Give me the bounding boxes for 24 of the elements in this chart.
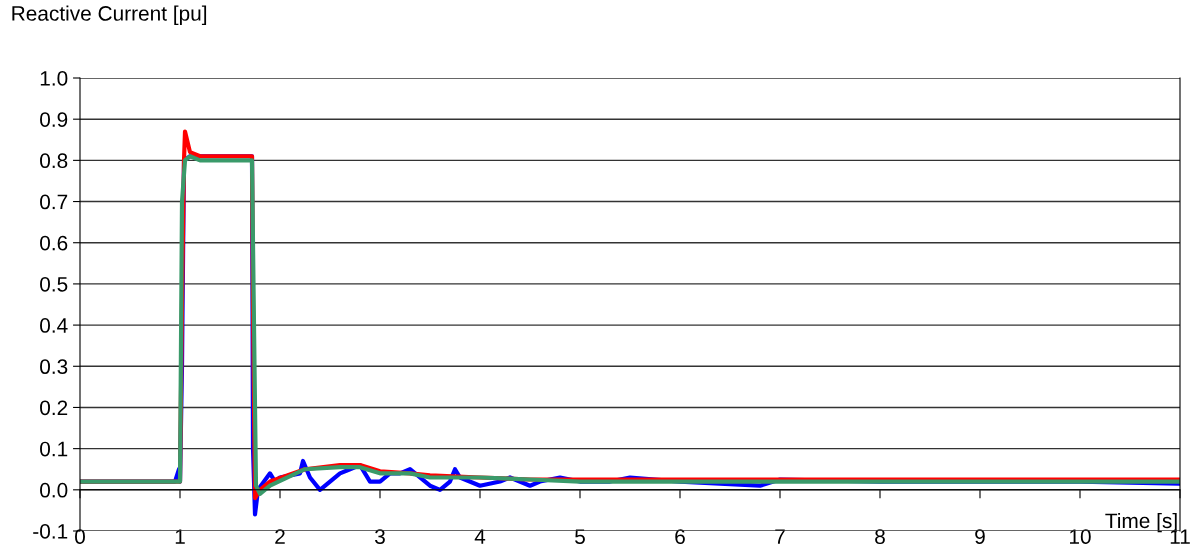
y-tick-label: 0.5: [40, 276, 68, 292]
x-tick-label: 0: [75, 529, 85, 544]
y-tick-label: 1.0: [40, 71, 68, 86]
y-tick-label: 0.4: [40, 318, 68, 333]
x-tick-label: 10: [1070, 529, 1091, 544]
y-tick-label: 0.2: [40, 400, 68, 416]
y-tick-label: 0.3: [40, 359, 68, 375]
x-tick-label: 2: [275, 529, 285, 544]
x-tick-label: 4: [474, 529, 486, 544]
x-tick-label: 9: [975, 529, 985, 544]
y-tick-label: 0.0: [40, 482, 68, 498]
y-tick-label: 0.8: [40, 153, 68, 169]
y-tick-label: 0.1: [40, 441, 68, 457]
y-tick-label: -0.1: [33, 524, 68, 539]
x-tick-label: 5: [575, 529, 585, 544]
y-tick-label: 0.9: [40, 112, 68, 127]
x-tick-label: 1: [175, 529, 185, 544]
x-tick-label: 7: [775, 529, 785, 544]
y-tick-label: 0.7: [40, 194, 68, 210]
x-tick-label: 3: [375, 529, 385, 544]
y-tick-label: 0.6: [40, 235, 68, 251]
x-tick-label: 8: [875, 529, 885, 544]
y-axis-title: Reactive Current [pu]: [12, 5, 207, 25]
x-tick-label: 6: [675, 529, 685, 544]
